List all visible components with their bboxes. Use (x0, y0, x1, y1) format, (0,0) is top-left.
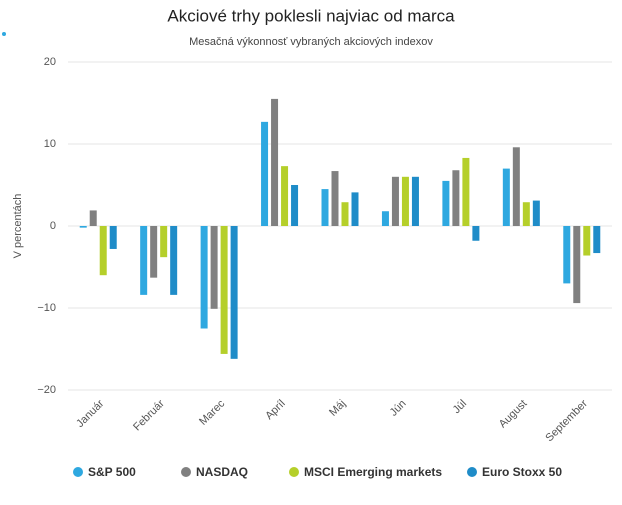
bar (230, 226, 238, 359)
bar (109, 226, 117, 249)
bar (220, 226, 228, 354)
bar (522, 202, 530, 226)
bar (593, 226, 601, 254)
y-axis-label: V percentách (12, 194, 24, 259)
y-tick-label: 0 (50, 220, 56, 232)
bar (563, 226, 571, 284)
legend-marker (181, 467, 191, 477)
bar (160, 226, 168, 258)
bar (341, 202, 349, 226)
x-tick-label: September (543, 397, 590, 444)
bar (452, 170, 460, 226)
legend-label: MSCI Emerging markets (304, 465, 442, 479)
bar (79, 226, 87, 228)
legend-marker (467, 467, 477, 477)
x-tick-label: Apríl (263, 398, 287, 422)
x-tick-label: Február (131, 397, 167, 433)
bar (261, 121, 269, 226)
bar (411, 176, 419, 226)
bar (331, 171, 339, 226)
bar (472, 226, 480, 241)
x-tick-label: Marec (197, 397, 227, 427)
bar (442, 180, 450, 226)
x-tick-label: Január (74, 397, 107, 430)
bar (512, 147, 520, 226)
bar (573, 226, 581, 304)
bar (281, 166, 289, 226)
bar (391, 176, 399, 226)
y-tick-label: 10 (44, 138, 56, 150)
legend-label: NASDAQ (196, 465, 248, 479)
bar (462, 157, 470, 226)
chart-title: Akciové trhy poklesli najviac od marca (167, 6, 455, 25)
bar (532, 200, 540, 226)
y-tick-label: −10 (37, 302, 56, 314)
y-tick-label: 20 (44, 56, 56, 68)
x-tick-label: Jún (388, 398, 409, 419)
bar (502, 168, 510, 226)
chart-subtitle: Mesačná výkonnosť vybraných akciových in… (189, 36, 433, 48)
x-tick-label: Júl (451, 398, 469, 416)
bar (140, 226, 148, 295)
bar (583, 226, 591, 256)
bar (401, 176, 409, 226)
legend-label: Euro Stoxx 50 (482, 465, 562, 479)
bar (170, 226, 178, 295)
bar (89, 210, 97, 226)
legend-marker (73, 467, 83, 477)
bar (200, 226, 208, 329)
legend-label: S&P 500 (88, 465, 136, 479)
bar (381, 211, 389, 226)
x-tick-label: August (497, 398, 530, 431)
bar (271, 98, 279, 226)
decoration (2, 32, 6, 36)
bar (210, 226, 218, 309)
bar (351, 192, 359, 226)
bar (291, 185, 299, 226)
bar (321, 189, 329, 226)
legend-marker (289, 467, 299, 477)
x-tick-label: Máj (327, 398, 348, 419)
y-tick-label: −20 (37, 384, 56, 396)
bar (150, 226, 158, 278)
bar (99, 226, 107, 276)
